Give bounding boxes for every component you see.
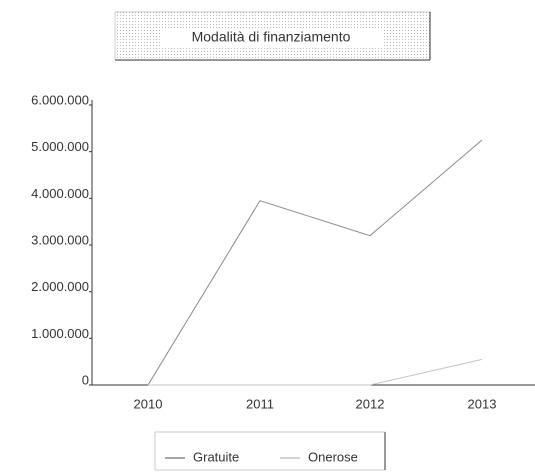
- y-tick-label: 5.000.000: [31, 139, 89, 154]
- x-tick-label: 2012: [356, 396, 385, 411]
- y-tick-label: 1.000.000: [31, 326, 89, 341]
- y-tick-label: 4.000.000: [31, 186, 89, 201]
- y-tick-label: 3.000.000: [31, 232, 89, 247]
- chart-title: Modalità di finanziamento: [192, 29, 351, 45]
- series-line: [147, 139, 483, 386]
- y-tick-label: 6.000.000: [31, 92, 89, 107]
- y-tick-label: 0: [82, 372, 89, 387]
- legend-box: [154, 431, 386, 471]
- legend-label: Gratuite: [193, 449, 239, 464]
- x-tick-label: 2010: [134, 396, 163, 411]
- y-tick-label: 2.000.000: [31, 279, 89, 294]
- x-tick-label: 2011: [246, 396, 274, 411]
- legend-label: Onerose: [308, 449, 358, 464]
- series-line: [148, 358, 483, 386]
- title-bg: [160, 28, 382, 48]
- x-tick-label: 2013: [468, 396, 497, 411]
